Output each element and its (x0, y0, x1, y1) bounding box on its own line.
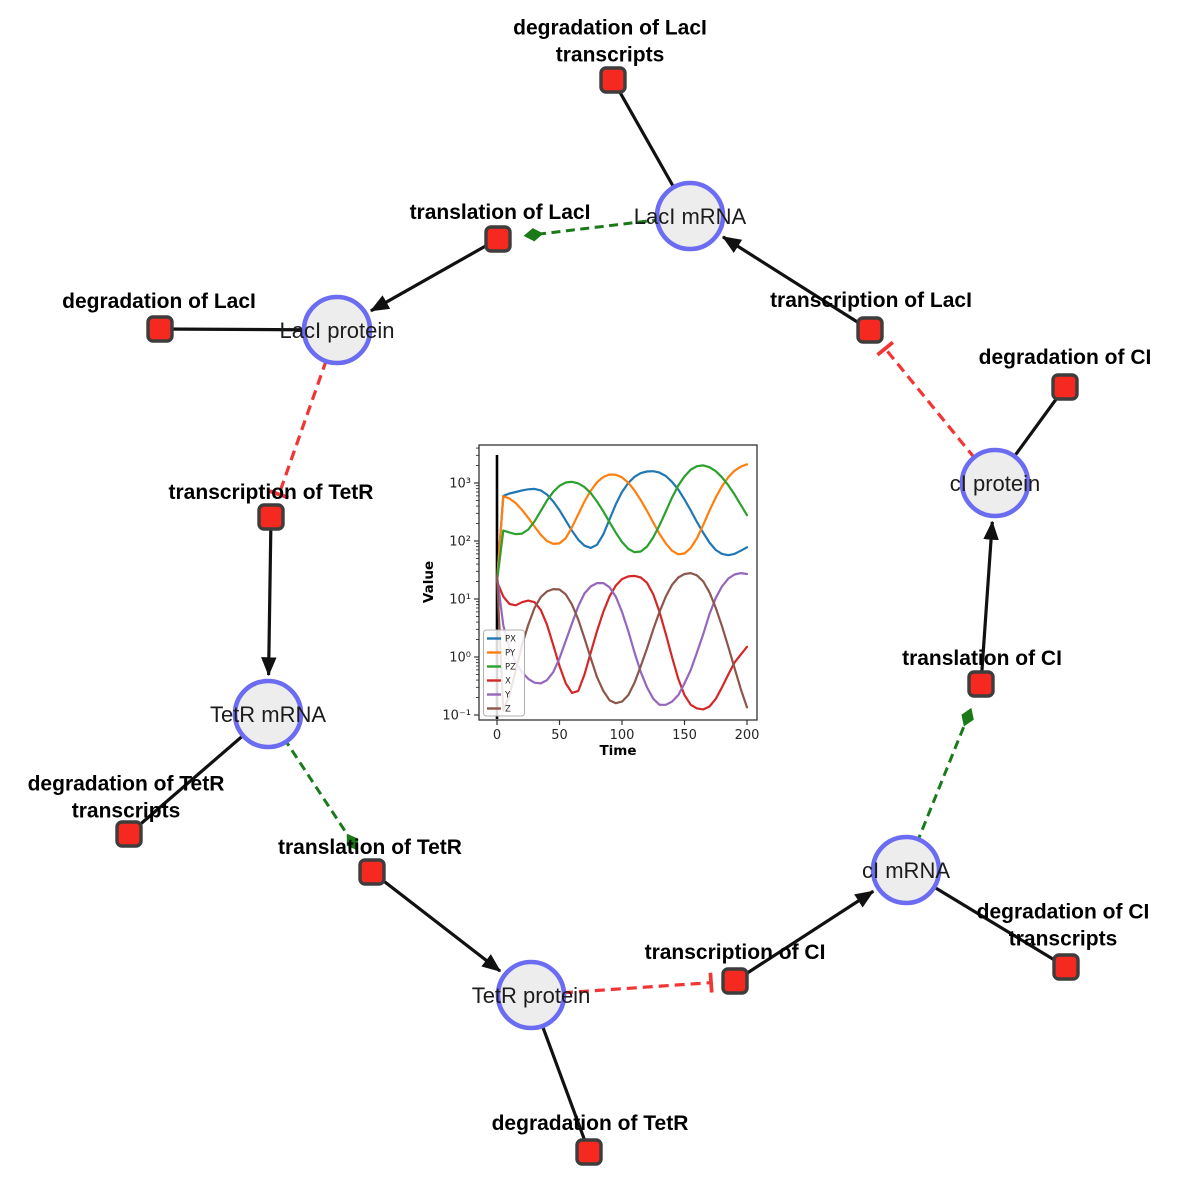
species-node-ci-mrna[interactable] (870, 834, 942, 906)
reaction-node-deg-ci-transcripts[interactable] (1052, 953, 1080, 981)
plot-curves (495, 455, 749, 719)
species-node-laci-mrna[interactable] (654, 180, 726, 252)
reaction-label-deg-tetr: degradation of TetR (492, 1112, 689, 1135)
species-label-ci-protein: cI protein (950, 471, 1041, 496)
reaction-node-translation-ci[interactable] (967, 670, 995, 698)
edge-production-transcription-laci-to-laci-mrna (722, 235, 871, 332)
legend-label-PX: PX (505, 635, 516, 645)
species-label-tetr-protein: TetR protein (472, 983, 591, 1008)
nodes-layer (115, 66, 1080, 1166)
species-node-ci-protein[interactable] (959, 447, 1031, 519)
time-series-plot: 0 50 100 150 200 10⁻¹ 10⁰ 10¹ 10² 10³ PX PY PZ XYZ T… (421, 444, 760, 759)
reaction-label-translation-tetr: translation of TetR (278, 836, 462, 859)
edge-inhibition-tetr-protein-to-transcription-ci (530, 972, 714, 997)
reaction-label-transcription-tetr: transcription of TetR (169, 481, 374, 504)
y-tick-label-3: 10³ (449, 477, 471, 492)
reaction-node-transcription-tetr[interactable] (257, 503, 285, 531)
x-tick-label-100: 100 (610, 728, 635, 743)
edge-production-translation-ci-to-ci-protein (979, 520, 999, 685)
x-tick-label-50: 50 (551, 728, 568, 743)
y-tick-label-1: 10¹ (449, 593, 471, 608)
plot-legend: PX PY PZ XYZ (483, 629, 525, 717)
reaction-label-deg-laci-transcripts: degradation of LacI transcripts (513, 17, 707, 67)
legend-label-Z: Z (505, 705, 511, 715)
reaction-node-deg-laci[interactable] (146, 315, 174, 343)
reaction-label-transcription-laci: transcription of LacI (770, 289, 972, 312)
reaction-node-translation-tetr[interactable] (358, 858, 386, 886)
reaction-label-translation-laci: translation of LacI (410, 201, 591, 224)
plot-xlabel: Time (599, 743, 636, 759)
reaction-label-deg-ci: degradation of CI (979, 346, 1152, 369)
edge-production-translation-tetr-to-tetr-protein (371, 870, 502, 973)
reaction-label-deg-ci-transcripts: degradation of CI transcripts (977, 901, 1150, 951)
species-label-tetr-mrna: TetR mRNA (210, 702, 326, 727)
plot-curve-Z (495, 572, 749, 712)
plot-curve-PX (495, 470, 749, 583)
y-tick-label-0: 10⁰ (449, 651, 471, 666)
reaction-node-deg-ci[interactable] (1051, 373, 1079, 401)
plot-curve-PZ (495, 464, 749, 583)
edge-production-transcription-tetr-to-tetr-mrna (261, 516, 277, 677)
species-node-tetr-mrna[interactable] (232, 678, 304, 750)
y-tick-label--1: 10⁻¹ (442, 709, 471, 724)
reaction-label-deg-laci: degradation of LacI (62, 290, 256, 313)
edge-production-transcription-ci-to-ci-mrna (734, 889, 875, 983)
edge-inhibition-ci-protein-to-transcription-laci (876, 340, 997, 485)
reaction-node-deg-tetr[interactable] (575, 1138, 603, 1166)
plot-ylabel: Value (421, 561, 437, 603)
edge-modifier-tetr-mrna-to-translation-tetr (266, 713, 358, 851)
reaction-node-deg-tetr-transcripts[interactable] (115, 820, 143, 848)
x-tick-label-0: 0 (493, 728, 501, 743)
species-label-laci-protein: LacI protein (280, 318, 395, 343)
edge-modifier-laci-mrna-to-translation-laci (523, 214, 691, 242)
plot-ticks: 0 50 100 150 200 10⁻¹ 10⁰ 10¹ 10² 10³ (442, 447, 760, 743)
x-tick-label-150: 150 (672, 728, 697, 743)
x-tick-label-200: 200 (735, 728, 760, 743)
reaction-node-translation-laci[interactable] (484, 225, 512, 253)
reaction-label-deg-tetr-transcripts: degradation of TetR transcripts (28, 773, 225, 823)
reaction-node-deg-laci-transcripts[interactable] (599, 66, 627, 94)
species-label-laci-mrna: LacI mRNA (634, 204, 747, 229)
plot-curve-Y (495, 572, 749, 706)
edge-inhibition-laci-protein-to-transcription-tetr (269, 329, 339, 500)
species-label-ci-mrna: cI mRNA (862, 858, 950, 883)
species-node-laci-protein[interactable] (301, 294, 373, 366)
legend-label-PY: PY (505, 649, 516, 659)
legend-label-Y: Y (504, 691, 511, 701)
legend-label-X: X (505, 677, 511, 687)
legend-label-PZ: PZ (505, 663, 516, 673)
plot-curve-X (495, 574, 749, 711)
reaction-node-transcription-ci[interactable] (721, 967, 749, 995)
plot-curve-PY (495, 463, 749, 583)
labels-layer: LacI mRNA LacI protein cI protein TetR mRNA… (28, 17, 1152, 1136)
y-tick-label-2: 10² (449, 535, 471, 550)
species-node-tetr-protein[interactable] (495, 959, 567, 1031)
legend-box (483, 629, 525, 717)
edge-production-translation-laci-to-laci-protein (369, 237, 499, 313)
reaction-node-transcription-laci[interactable] (856, 316, 884, 344)
reaction-label-translation-ci: translation of CI (902, 647, 1062, 670)
reaction-label-transcription-ci: transcription of CI (645, 941, 826, 964)
